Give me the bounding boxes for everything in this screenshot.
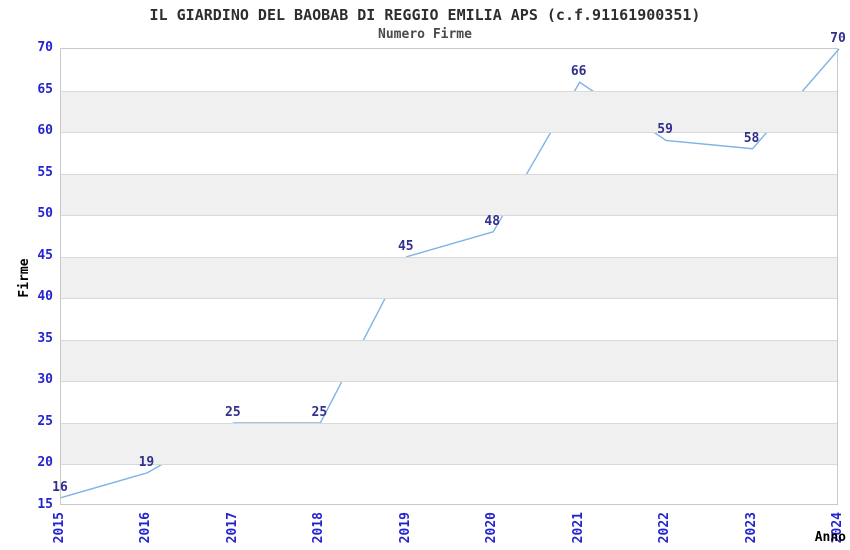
gridline xyxy=(61,215,837,217)
x-tick-label: 2021 xyxy=(570,512,586,544)
x-axis-title: Anno xyxy=(814,530,846,545)
y-tick-label: 65 xyxy=(37,81,53,97)
y-tick-label: 70 xyxy=(37,40,53,55)
y-tick-label: 20 xyxy=(37,455,53,471)
x-tick-label: 2017 xyxy=(224,512,240,544)
y-tick-label: 25 xyxy=(37,413,53,429)
plot-area xyxy=(60,48,840,505)
data-label: 58 xyxy=(743,130,760,146)
gridline xyxy=(61,90,837,92)
chart-title: IL GIARDINO DEL BAOBAB DI REGGIO EMILIA … xyxy=(149,6,701,24)
band-row xyxy=(61,90,837,133)
gridline xyxy=(61,256,837,258)
gridline xyxy=(61,173,837,175)
gridline xyxy=(61,132,837,134)
gridline xyxy=(61,298,837,300)
data-label: 45 xyxy=(397,238,414,254)
x-tick-label: 2020 xyxy=(484,512,500,544)
band-row xyxy=(61,422,837,465)
x-tick-label: 2015 xyxy=(52,512,67,544)
gridline xyxy=(61,464,837,466)
y-tick-label: 40 xyxy=(37,289,53,305)
data-label: 66 xyxy=(570,64,587,80)
y-tick-label: 60 xyxy=(37,123,53,139)
data-label: 25 xyxy=(311,404,328,420)
y-tick-label: 30 xyxy=(37,372,53,388)
x-tick-label: 2022 xyxy=(657,512,673,544)
data-label: 48 xyxy=(484,213,501,229)
data-label: 59 xyxy=(657,122,673,138)
data-label: 70 xyxy=(830,31,846,46)
x-tick-label: 2018 xyxy=(311,512,327,544)
gridline xyxy=(61,422,837,424)
y-tick-label: 15 xyxy=(37,497,53,512)
data-label: 25 xyxy=(225,404,241,420)
gridline xyxy=(61,339,837,341)
y-tick-label: 45 xyxy=(37,247,53,263)
y-axis-title: Firme xyxy=(17,258,32,298)
band-row xyxy=(61,173,837,216)
x-tick-label: 2016 xyxy=(138,512,154,544)
y-tick-label: 55 xyxy=(37,164,53,180)
band-row xyxy=(61,256,837,299)
x-tick-label: 2023 xyxy=(743,512,759,544)
chart-subtitle: Numero Firme xyxy=(378,27,472,42)
data-label: 19 xyxy=(138,454,155,470)
x-tick-label: 2019 xyxy=(397,512,413,544)
gridline xyxy=(61,381,837,383)
y-tick-label: 50 xyxy=(37,206,53,222)
data-label: 16 xyxy=(52,479,68,495)
y-tick-label: 35 xyxy=(37,330,53,346)
band-row xyxy=(61,339,837,382)
